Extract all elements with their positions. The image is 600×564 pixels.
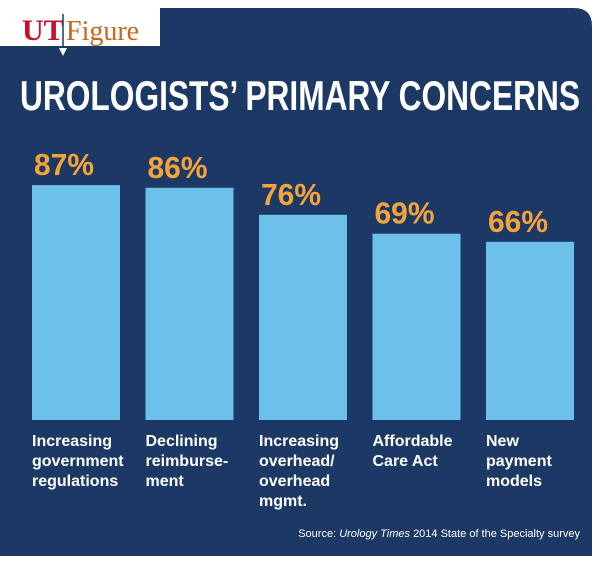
bar — [259, 214, 347, 420]
x-tick-label: Declining reimburse-ment — [146, 433, 229, 490]
x-tick-label-line: overhead/ — [259, 453, 335, 470]
bar — [372, 233, 461, 420]
x-tick-label-line: government — [32, 453, 124, 470]
bar — [145, 187, 234, 420]
source-publication: Urology Times — [339, 528, 410, 540]
x-tick-label-line: Increasing — [32, 433, 112, 450]
x-tick-label-line: New — [486, 433, 519, 450]
x-tick-label-line: regulations — [32, 473, 118, 490]
chart-title: UROLOGISTS’ PRIMARY CONCERNS — [20, 72, 580, 119]
x-tick-label-line: Declining — [146, 433, 218, 450]
x-tick-label-line: reimburse- — [146, 453, 229, 470]
x-tick-label: Affordable Care Act — [373, 433, 453, 470]
x-tick-label-line: Increasing — [259, 433, 339, 450]
x-tick-label: Increasing overhead/overhead mgmt. — [259, 433, 339, 510]
x-tick-label-line: models — [486, 473, 542, 490]
x-tick-label-line: mgmt. — [259, 493, 307, 510]
bar — [32, 185, 120, 420]
value-label: 87% — [34, 147, 94, 182]
source-rest: 2014 State of the Specialty survey — [413, 528, 580, 540]
value-label: 69% — [375, 196, 435, 231]
x-tick-label-line: overhead — [259, 473, 330, 490]
source: Source: Urology Times 2014 State of the … — [298, 528, 580, 540]
bar — [486, 241, 574, 420]
brand-arrow-head — [59, 48, 67, 56]
source-prefix: Source: — [298, 528, 336, 540]
x-tick-label: New payment models — [486, 433, 552, 490]
x-tick-label-line: Care Act — [373, 453, 439, 470]
brand-word: Figure — [66, 16, 139, 47]
value-label: 76% — [261, 177, 321, 212]
x-tick-label: Increasing government regulations — [32, 433, 124, 490]
x-tick-label-line: ment — [146, 473, 185, 490]
x-tick-label-line: payment — [486, 453, 552, 470]
brand-box — [0, 0, 160, 46]
value-label: 66% — [488, 204, 548, 239]
x-tick-label-line: Affordable — [373, 433, 453, 450]
value-label: 86% — [148, 150, 208, 185]
brand-short: UT — [22, 14, 64, 47]
